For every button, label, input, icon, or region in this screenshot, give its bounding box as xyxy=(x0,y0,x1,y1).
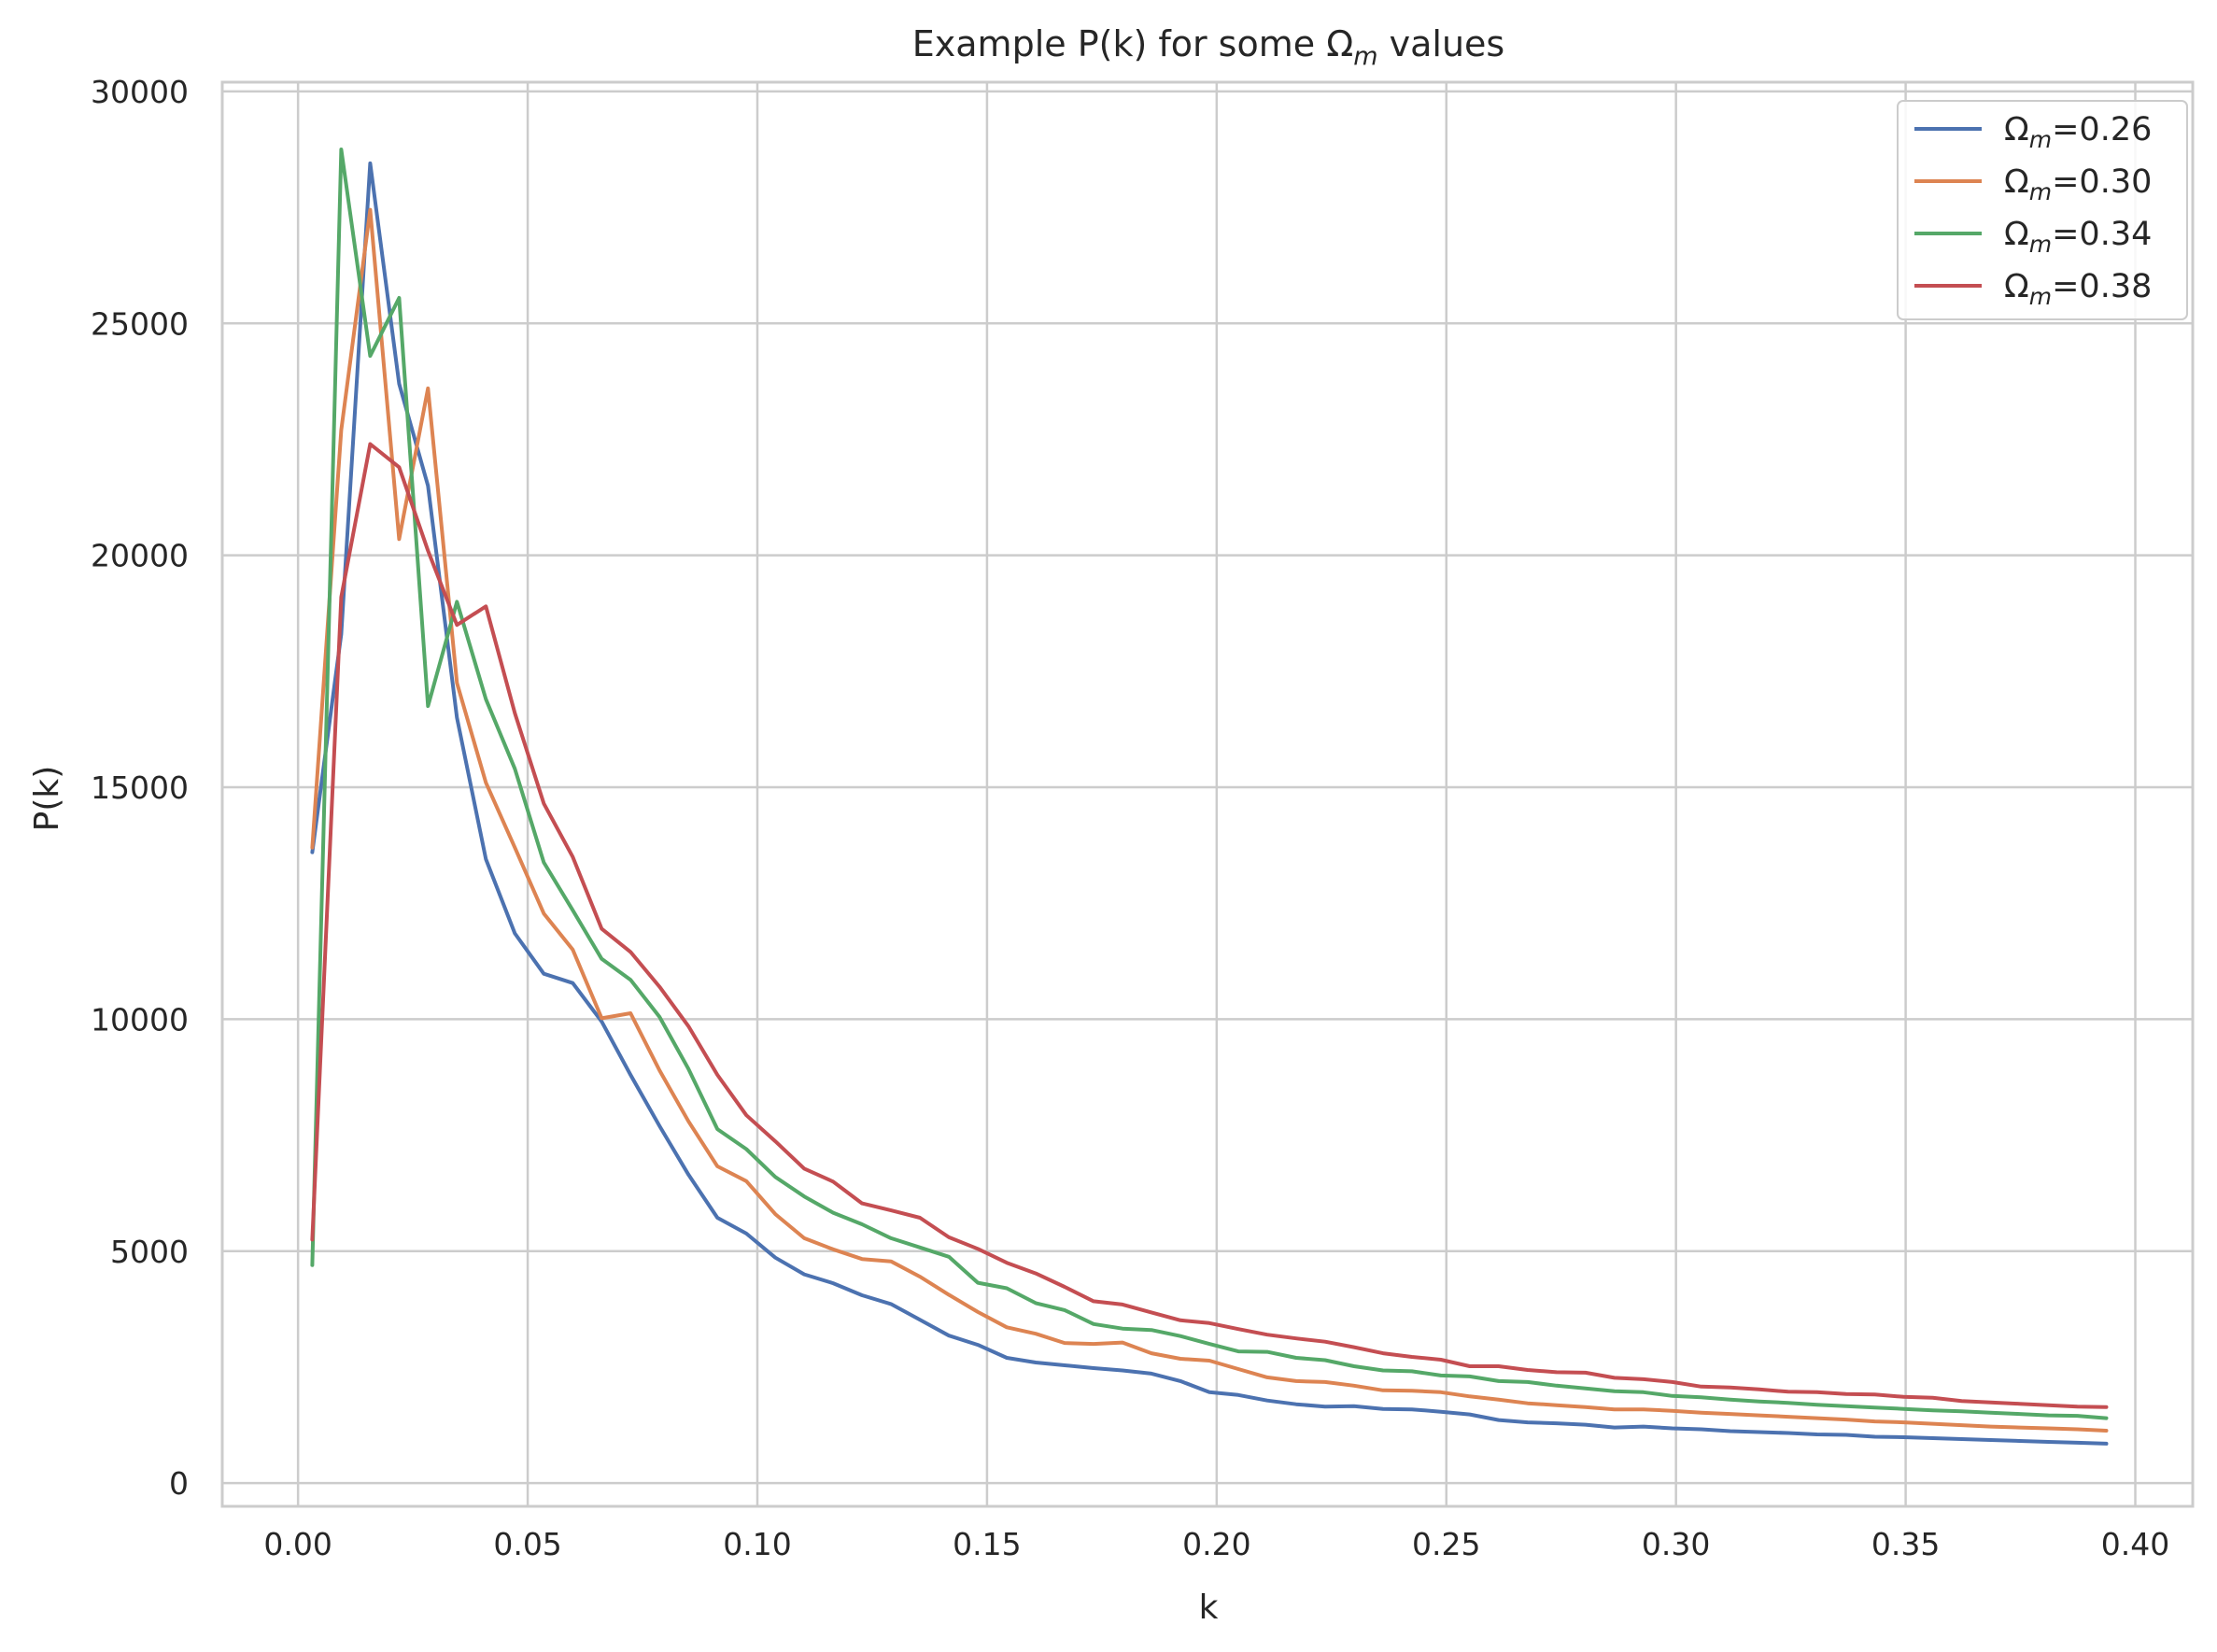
y-tick-label: 0 xyxy=(169,1465,189,1502)
x-tick-label: 0.20 xyxy=(1182,1526,1250,1562)
series-line-0 xyxy=(310,161,2109,1446)
legend-frame xyxy=(1897,100,2188,320)
x-tick-label: 0.30 xyxy=(1642,1526,1710,1562)
x-tick-label: 0.25 xyxy=(1412,1526,1480,1562)
x-tick-label: 0.10 xyxy=(723,1526,791,1562)
plot-frame xyxy=(220,80,2195,1508)
y-tick-label: 5000 xyxy=(110,1234,189,1270)
x-tick-label: 0.05 xyxy=(493,1526,561,1562)
legend-label: Ωm=0.34 xyxy=(2004,216,2152,258)
x-tick-label: 0.15 xyxy=(953,1526,1021,1562)
y-tick-label: 20000 xyxy=(91,538,189,574)
y-axis-label: P(k) xyxy=(28,766,66,832)
y-tick-label: 25000 xyxy=(91,305,189,342)
legend-label: Ωm=0.38 xyxy=(2004,268,2152,310)
ticks-layer: 0.00 0.05 0.10 0.15 0.20 0.25 0.30 0.35 0.40 0 500… xyxy=(91,74,2169,1562)
y-tick-label: 15000 xyxy=(91,770,189,806)
series-line-1 xyxy=(310,207,2109,1433)
title-suffix: values xyxy=(1378,23,1505,64)
series-line-3 xyxy=(310,442,2109,1409)
y-tick-label: 30000 xyxy=(91,74,189,110)
chart-title: Example P(k) for some Ωm values xyxy=(912,23,1504,71)
series-line-2 xyxy=(310,148,2109,1420)
series-layer xyxy=(310,148,2109,1446)
title-prefix: Example P(k) for some Ω xyxy=(912,23,1353,64)
x-tick-label: 0.35 xyxy=(1871,1526,1940,1562)
legend: Ωm=0.26 Ωm=0.30 Ωm=0.34 Ωm=0.38 xyxy=(1897,100,2188,320)
x-tick-label: 0.40 xyxy=(2101,1526,2169,1562)
legend-label: Ωm=0.26 xyxy=(2004,111,2152,153)
y-tick-label: 10000 xyxy=(91,1001,189,1038)
x-axis-label: k xyxy=(1199,1588,1219,1627)
x-tick-label: 0.00 xyxy=(263,1526,332,1562)
legend-label: Ωm=0.30 xyxy=(2004,163,2152,205)
title-subscript: m xyxy=(1353,42,1377,71)
